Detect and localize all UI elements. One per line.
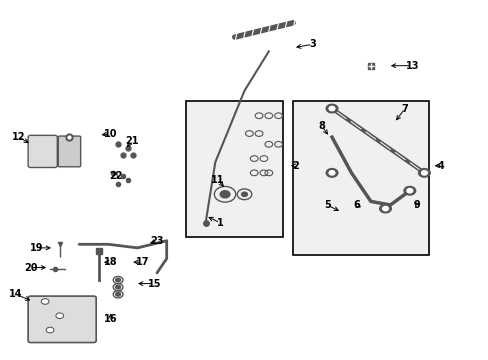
Circle shape	[325, 168, 337, 177]
Text: 19: 19	[30, 243, 43, 253]
Text: 8: 8	[318, 121, 325, 131]
Text: 17: 17	[135, 257, 149, 267]
FancyBboxPatch shape	[28, 296, 96, 342]
Text: 11: 11	[211, 175, 224, 185]
Circle shape	[116, 285, 120, 289]
Text: 6: 6	[352, 200, 359, 210]
Text: 5: 5	[323, 200, 330, 210]
Text: 13: 13	[405, 61, 418, 71]
Bar	[186, 102, 283, 237]
Text: 2: 2	[292, 161, 298, 171]
Text: 9: 9	[413, 200, 420, 210]
Circle shape	[41, 298, 49, 304]
Text: 18: 18	[104, 257, 117, 267]
Circle shape	[220, 191, 229, 198]
Circle shape	[382, 206, 387, 211]
Circle shape	[418, 168, 429, 177]
FancyBboxPatch shape	[28, 135, 57, 167]
Circle shape	[56, 313, 63, 319]
Text: 22: 22	[109, 171, 122, 181]
Text: 3: 3	[308, 39, 315, 49]
Circle shape	[328, 171, 334, 175]
Text: 20: 20	[24, 262, 37, 273]
Circle shape	[325, 104, 337, 113]
Text: 10: 10	[104, 129, 117, 139]
Circle shape	[46, 327, 54, 333]
Circle shape	[379, 204, 390, 213]
Circle shape	[116, 278, 120, 282]
Text: 12: 12	[12, 132, 25, 142]
Text: 4: 4	[437, 161, 444, 171]
Circle shape	[241, 192, 247, 197]
Circle shape	[328, 107, 334, 111]
Circle shape	[421, 171, 427, 175]
Circle shape	[406, 189, 412, 193]
Text: 14: 14	[9, 289, 22, 299]
Text: 16: 16	[104, 314, 117, 324]
Text: 21: 21	[125, 136, 138, 146]
Bar	[292, 102, 428, 255]
Text: 1: 1	[216, 218, 223, 228]
Circle shape	[403, 186, 415, 195]
Text: 23: 23	[150, 236, 163, 246]
Circle shape	[116, 293, 120, 296]
Text: 15: 15	[147, 279, 161, 289]
FancyBboxPatch shape	[58, 136, 81, 167]
Text: 7: 7	[401, 104, 407, 113]
